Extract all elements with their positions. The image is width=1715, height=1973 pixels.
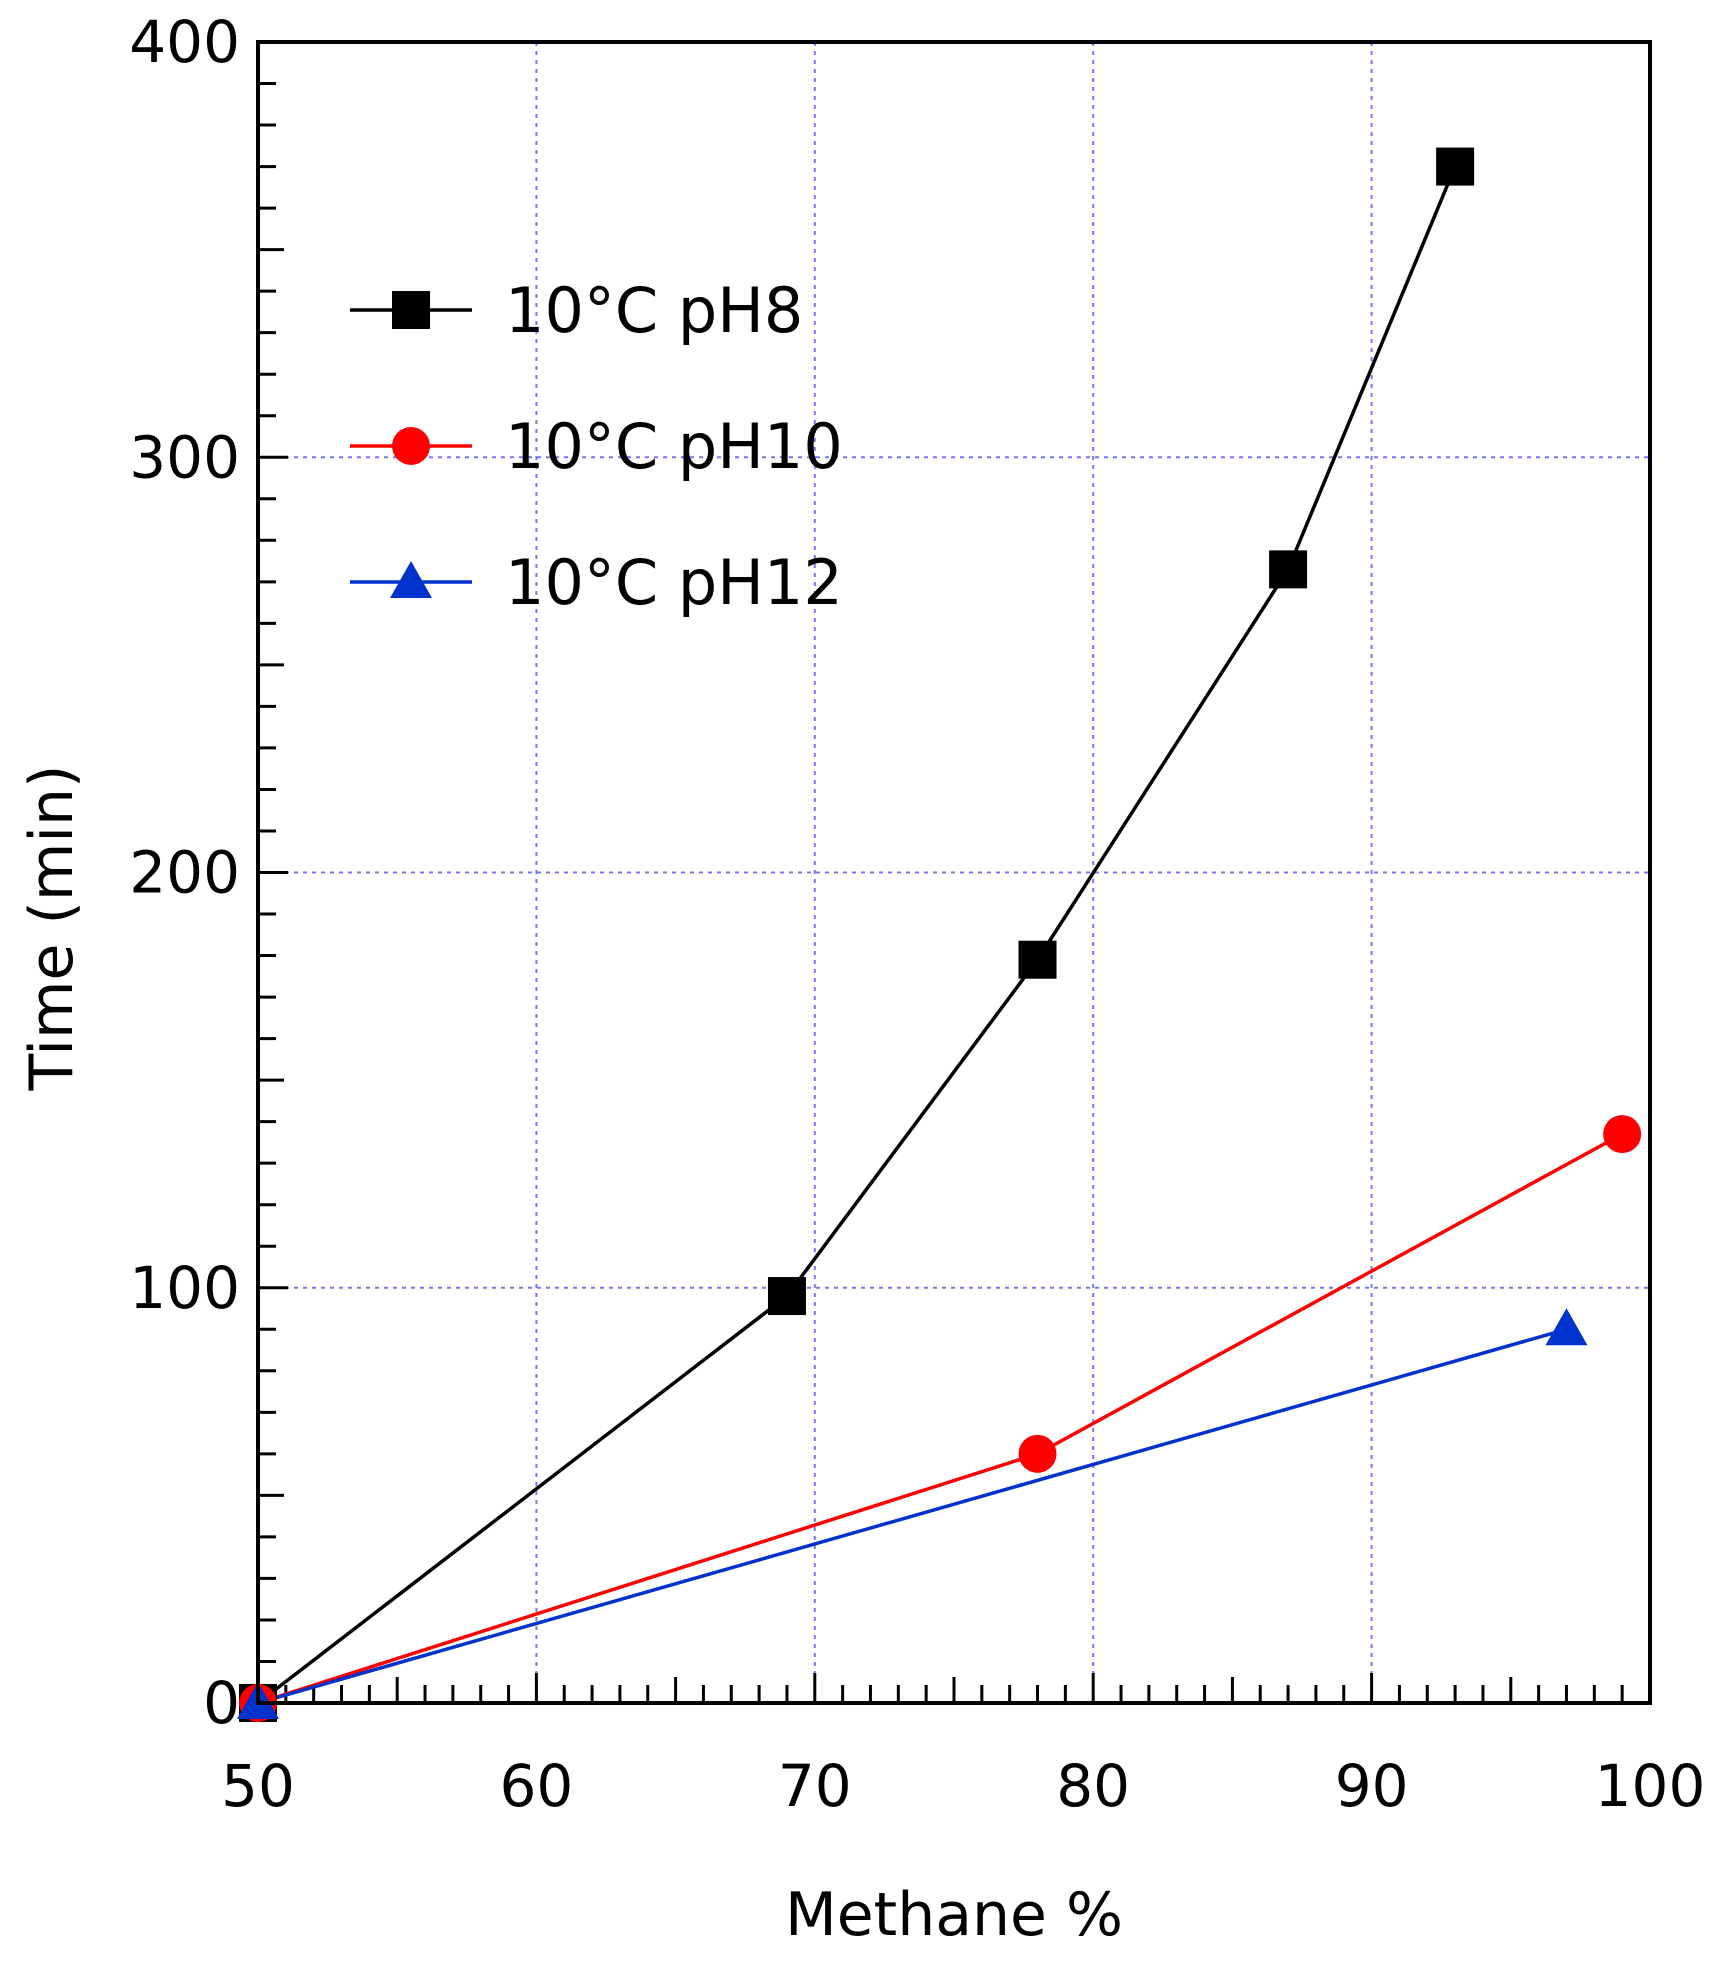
legend: 10°C pH8 10°C pH10 10°C pH12 (350, 274, 843, 619)
x-tick-label-3: 80 (1056, 1752, 1130, 1820)
x-tick-label-1: 60 (499, 1752, 573, 1820)
legend-label-1: 10°C pH10 (505, 410, 843, 483)
series-0-point-3 (1269, 550, 1308, 589)
x-tick-label-5: 100 (1595, 1752, 1706, 1820)
series-2-point-1 (1545, 1308, 1588, 1346)
series-line-2 (257, 1327, 1567, 1705)
y-axis-title: Time (min) (17, 765, 87, 1092)
legend-label-2: 10°C pH12 (505, 546, 843, 619)
x-tick-label-2: 70 (778, 1752, 852, 1820)
series-0-point-1 (767, 1277, 806, 1316)
legend-label-0: 10°C pH8 (505, 274, 803, 347)
y-tick-label-3: 300 (129, 423, 240, 491)
series-0-point-2 (1018, 940, 1057, 979)
legend-marker-0 (392, 291, 430, 329)
legend-marker-2 (390, 561, 432, 598)
y-tick-label-4: 400 (129, 8, 240, 76)
minor-ticks (256, 40, 1652, 1705)
series-1-point-1 (1018, 1434, 1057, 1473)
y-tick-label-0: 0 (203, 1669, 240, 1737)
plot-frame (256, 40, 1652, 1705)
x-axis-title: Methane % (785, 1880, 1123, 1950)
series-0-point-4 (1436, 147, 1475, 186)
series-1-point-2 (1603, 1115, 1642, 1154)
x-tick-label-4: 90 (1335, 1752, 1409, 1820)
y-tick-label-2: 200 (129, 839, 240, 907)
y-tick-label-1: 100 (129, 1254, 240, 1322)
x-tick-label-0: 50 (221, 1752, 295, 1820)
legend-marker-1 (392, 427, 430, 465)
y-tick-labels: 0 100 200 300 400 (129, 8, 240, 1737)
x-tick-labels: 50 60 70 80 90 100 (221, 1752, 1705, 1820)
